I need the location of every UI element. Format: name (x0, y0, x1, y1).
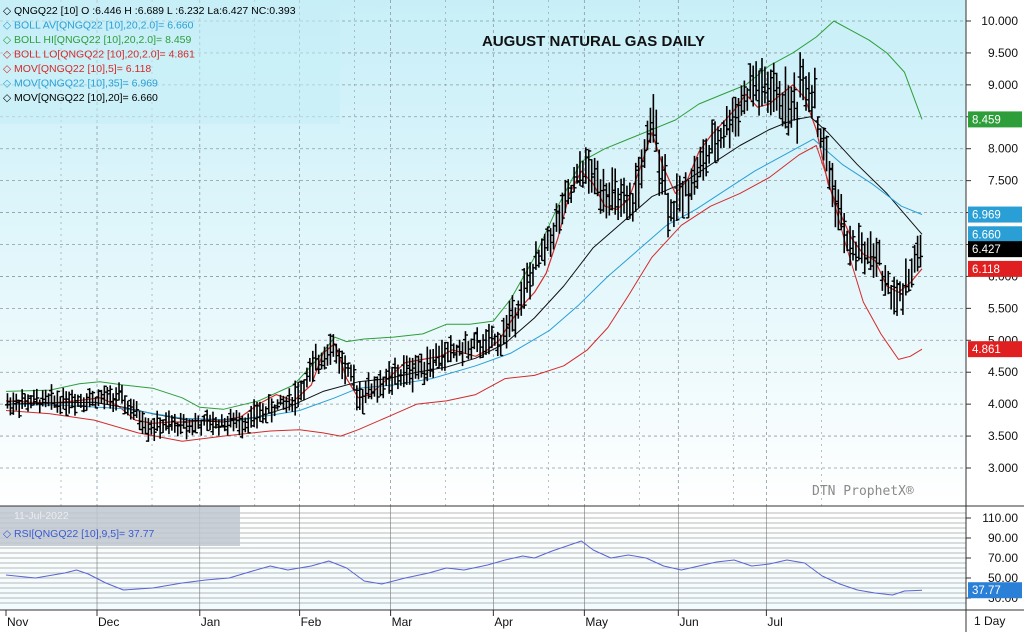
price-tick-label: 3.000 (988, 461, 1018, 475)
rsi-tick-label: 90.00 (988, 531, 1018, 545)
chart-title: AUGUST NATURAL GAS DAILY (482, 33, 705, 50)
legend-entry: QNGQ22 [10] O :6.446 H :6.689 L :6.232 L… (14, 5, 296, 17)
price-axis-background (966, 0, 1024, 610)
last-value-badge-label: 8.459 (972, 114, 1001, 126)
rsi-tick-label: 110.00 (982, 511, 1018, 525)
last-value-badge-label: 6.427 (972, 244, 1001, 256)
watermark: DTN ProphetX® (812, 484, 914, 499)
last-value-badge-label: 4.861 (972, 344, 1001, 356)
month-label: Apr (494, 615, 513, 629)
price-bars (4, 52, 924, 442)
legend-marker: ◇ (3, 78, 12, 90)
legend-entry: MOV[QNGQ22 [10],20]= 6.660 (14, 92, 158, 104)
rsi-legend-text: RSI[QNGQ22 [10],9,5]= 37.77 (14, 528, 155, 540)
price-tick-label: 10.000 (981, 14, 1018, 28)
month-label: Jun (679, 615, 698, 629)
price-tick-label: 7.500 (988, 174, 1018, 188)
last-value-badge-label: 6.660 (972, 229, 1001, 241)
rsi-grid-lines (0, 506, 966, 610)
legend-entry: BOLL AV[QNGQ22 [10],20,2.0]= 6.660 (14, 20, 194, 32)
last-value-badge (968, 241, 1022, 258)
month-label: Mar (392, 615, 413, 629)
month-label: Dec (98, 615, 119, 629)
period-label[interactable]: 1 Day (974, 614, 1005, 628)
legend-marker: ◇ (3, 34, 12, 46)
rsi-tick-label: 70.00 (988, 551, 1018, 565)
legend-entry: BOLL LO[QNGQ22 [10],20,2.0]= 4.861 (14, 49, 195, 61)
price-tick-label: 8.000 (988, 142, 1018, 156)
legend-marker: ◇ (3, 5, 12, 17)
last-value-badge-label: 6.969 (972, 210, 1001, 222)
legend-entry: BOLL HI[QNGQ22 [10],20,2.0]= 8.459 (14, 34, 192, 46)
rsi-legend-background (0, 506, 240, 546)
legend-entry: MOV[QNGQ22 [10],5]= 6.118 (14, 63, 151, 75)
rsi-tick-label: 50.00 (988, 571, 1018, 585)
series-line (5, 84, 923, 424)
month-label: Jan (201, 615, 220, 629)
price-tick-label: 9.500 (988, 46, 1018, 60)
legend-marker: ◇ (3, 20, 12, 32)
last-value-badge (968, 226, 1022, 243)
rsi-last-value-badge-label: 37.77 (972, 585, 1001, 597)
month-label: May (585, 615, 608, 629)
last-value-badge (968, 341, 1022, 358)
rsi-last-value-badge (968, 582, 1022, 599)
series-line (5, 145, 923, 442)
last-value-badges: 8.459 6.969 6.660 6.427 6.118 4.861 37.77 (968, 111, 1022, 599)
rsi-legend-date: 11-Jul-2022 (14, 510, 69, 522)
last-value-badge-label: 6.118 (972, 264, 1000, 276)
price-tick-label: 9.000 (988, 78, 1018, 92)
time-axis-background (0, 610, 1024, 632)
rsi-legend-marker: ◇ (3, 528, 12, 540)
legend: ◇ QNGQ22 [10] O :6.446 H :6.689 L :6.232 … (3, 5, 296, 104)
price-tick-label: 5.500 (988, 301, 1018, 315)
price-tick-label: 3.500 (988, 429, 1018, 443)
last-value-badge (968, 260, 1022, 277)
month-label: Nov (7, 615, 28, 629)
last-value-badge (968, 206, 1022, 223)
legend-marker: ◇ (3, 63, 12, 75)
month-label: Feb (301, 615, 322, 629)
legend-marker: ◇ (3, 49, 12, 61)
price-tick-label: 4.500 (988, 365, 1018, 379)
legend-entry: MOV[QNGQ22 [10],35]= 6.969 (14, 78, 158, 90)
series-line (5, 20, 923, 410)
legend-marker: ◇ (3, 92, 12, 104)
last-value-badge (968, 111, 1022, 128)
price-tick-label: 4.000 (988, 397, 1018, 411)
month-label: Jul (767, 615, 782, 629)
legend-background (0, 0, 340, 124)
series-line (5, 540, 923, 596)
